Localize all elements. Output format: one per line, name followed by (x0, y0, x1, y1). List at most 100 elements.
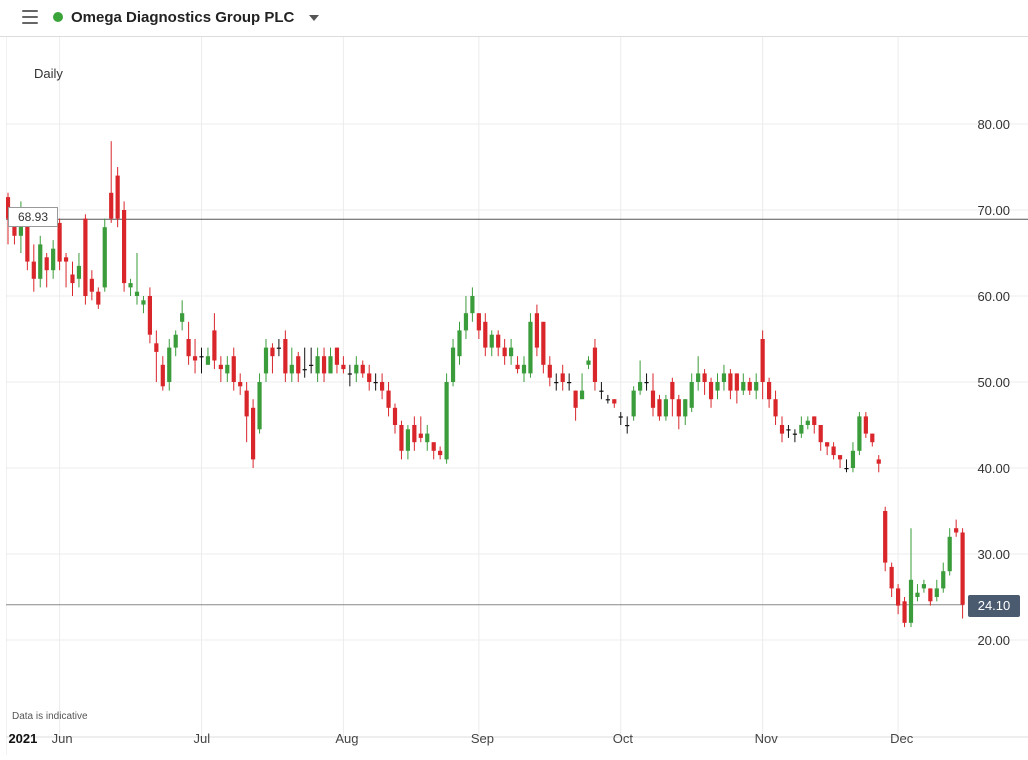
candle[interactable] (386, 382, 391, 417)
candle[interactable] (579, 373, 585, 400)
candle[interactable] (779, 416, 785, 443)
candle[interactable] (457, 321, 462, 365)
candle[interactable] (212, 313, 217, 370)
candle[interactable] (760, 330, 765, 400)
candle[interactable] (192, 339, 198, 374)
candle[interactable] (134, 253, 140, 305)
candlestick-chart[interactable]: 20.00 30.00 40.00 50.00 60.00 70.00 80.00 2021… (5, 37, 1028, 755)
candle[interactable] (883, 506, 888, 572)
chevron-down-icon[interactable] (309, 15, 319, 21)
candle[interactable] (631, 386, 636, 421)
candle[interactable] (573, 390, 578, 421)
candle[interactable] (31, 244, 36, 292)
candle[interactable] (373, 373, 378, 391)
candle[interactable] (554, 373, 559, 391)
candle[interactable] (831, 442, 836, 460)
candle[interactable] (347, 364, 352, 387)
candle[interactable] (367, 364, 372, 391)
candle[interactable] (708, 377, 714, 408)
candle[interactable] (283, 330, 288, 382)
candle[interactable] (70, 261, 75, 296)
candle[interactable] (218, 356, 223, 382)
candle[interactable] (412, 416, 417, 451)
candle[interactable] (592, 339, 598, 391)
candle[interactable] (612, 399, 617, 408)
candle[interactable] (599, 382, 604, 400)
candle[interactable] (676, 394, 681, 430)
candle[interactable] (837, 455, 843, 468)
candle[interactable] (934, 579, 939, 602)
candle[interactable] (251, 399, 256, 468)
candle[interactable] (818, 425, 823, 451)
candle[interactable] (728, 369, 733, 400)
candle[interactable] (296, 351, 301, 382)
candle[interactable] (928, 588, 933, 606)
candle[interactable] (954, 519, 959, 537)
candle[interactable] (844, 459, 849, 473)
candle[interactable] (644, 373, 649, 391)
candle[interactable] (857, 412, 862, 456)
candle[interactable] (76, 253, 82, 288)
candle[interactable] (257, 373, 262, 434)
candle[interactable] (244, 382, 249, 443)
candle[interactable] (754, 373, 759, 400)
candle[interactable] (515, 356, 520, 374)
candle[interactable] (360, 360, 365, 378)
candle[interactable] (276, 339, 281, 357)
candle[interactable] (921, 579, 926, 593)
candle[interactable] (496, 330, 501, 357)
candle[interactable] (302, 347, 307, 378)
candle[interactable] (431, 442, 436, 460)
candle[interactable] (96, 287, 101, 309)
candle[interactable] (702, 369, 707, 395)
candle[interactable] (915, 584, 920, 602)
candle[interactable] (586, 356, 591, 370)
candle[interactable] (231, 347, 236, 391)
candle[interactable] (102, 218, 107, 292)
candle[interactable] (470, 287, 475, 322)
candle[interactable] (941, 562, 946, 593)
candle[interactable] (128, 278, 133, 296)
candle[interactable] (425, 425, 430, 451)
candle[interactable] (560, 364, 565, 391)
candle[interactable] (528, 313, 533, 378)
candle[interactable] (225, 356, 230, 382)
candle[interactable] (683, 399, 688, 425)
candle[interactable] (38, 235, 43, 288)
candle[interactable] (734, 373, 739, 404)
candle[interactable] (199, 347, 204, 374)
candle[interactable] (309, 347, 314, 374)
candle[interactable] (689, 373, 694, 413)
candle[interactable] (908, 528, 914, 628)
candle[interactable] (263, 339, 269, 382)
candle[interactable] (289, 347, 294, 382)
candle[interactable] (154, 330, 159, 382)
candle[interactable] (63, 253, 69, 288)
candle[interactable] (541, 321, 546, 374)
candle[interactable] (863, 412, 868, 438)
candle[interactable] (747, 377, 752, 395)
candle[interactable] (876, 455, 881, 473)
candle[interactable] (638, 360, 643, 395)
candle[interactable] (141, 296, 146, 314)
candle[interactable] (715, 373, 720, 400)
candle[interactable] (657, 394, 662, 421)
candle[interactable] (270, 343, 275, 374)
candle[interactable] (44, 253, 49, 288)
candle[interactable] (896, 584, 901, 615)
candle[interactable] (489, 330, 494, 357)
candle[interactable] (160, 356, 165, 391)
candle[interactable] (418, 416, 423, 443)
candle[interactable] (502, 339, 507, 365)
candle[interactable] (83, 214, 88, 305)
candle[interactable] (315, 347, 320, 382)
candle[interactable] (534, 304, 539, 357)
candle[interactable] (380, 373, 385, 400)
candle[interactable] (450, 339, 456, 387)
candle[interactable] (741, 373, 746, 395)
candle[interactable] (399, 420, 404, 460)
candle[interactable] (122, 201, 127, 292)
candle[interactable] (625, 416, 630, 434)
candle[interactable] (521, 356, 527, 382)
candle[interactable] (89, 270, 94, 301)
